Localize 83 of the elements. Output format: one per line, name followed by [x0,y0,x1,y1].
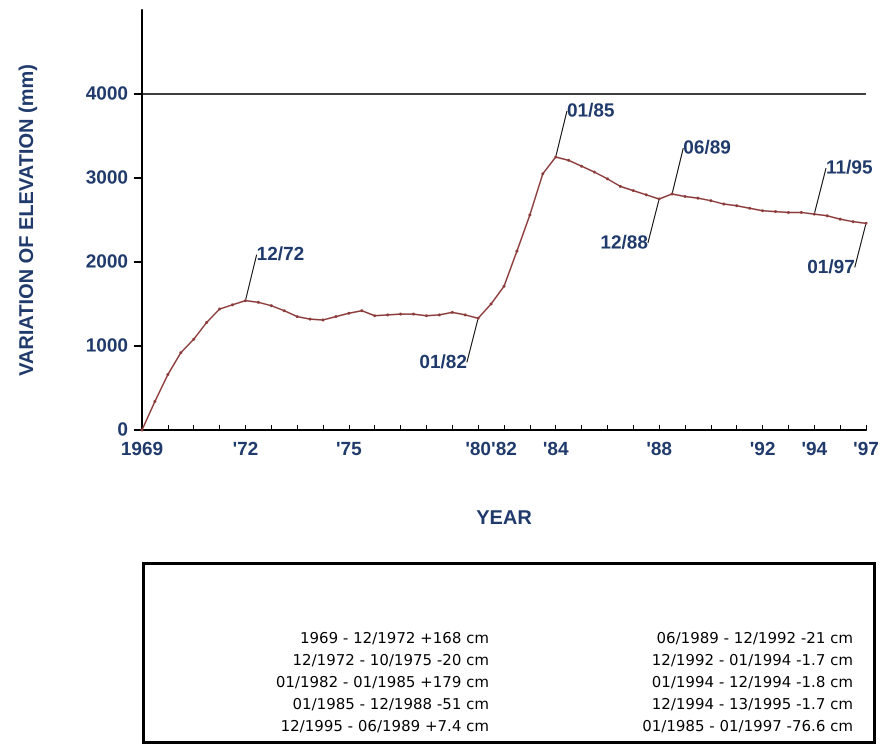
point [231,303,234,306]
point [644,193,648,196]
point [826,214,829,218]
data-label: 01/85 [566,100,615,122]
point [800,210,803,214]
data-label: 12/88 [600,232,648,254]
point [696,196,700,200]
point [205,320,208,324]
point [735,204,738,208]
text: 12/1992 - 01/1994 -1.7 cm [650,651,853,669]
point [632,189,635,192]
text: 12/1994 - 13/1995 -1.7 cm [650,695,853,713]
point [450,310,454,314]
point [373,314,376,318]
point [153,400,156,403]
data-label: 01/97 [807,256,855,278]
point [541,172,544,176]
point [412,312,415,316]
point [786,210,790,214]
point [761,209,764,212]
x-tick-label: '97 [853,439,879,460]
point [658,198,661,200]
data-label: 11/95 [826,158,873,179]
point [438,313,441,316]
y-tick-label: 0 [117,420,128,440]
point [308,318,312,321]
data-label: 01/82 [419,352,467,373]
data-label: 12/72 [256,244,304,266]
x-tick-label: '75 [336,439,362,460]
text: 1969 - 12/1972 +168 cm [298,629,489,647]
x-tick-label: '72 [232,439,258,460]
point [554,156,558,158]
x-tick-label: '94 [801,439,828,460]
x-tick-label: 1969 [120,439,164,460]
point [567,158,570,162]
point [515,250,518,253]
x-axis-title: YEAR [476,507,532,529]
point [502,284,506,288]
point [296,315,299,318]
point [580,164,584,168]
text: 12/1995 - 06/1989 +7.4 cm [280,717,489,735]
point [244,299,247,302]
point [386,313,390,316]
x-tick-label: '80 [465,439,491,460]
point [838,218,842,221]
point [709,199,712,202]
y-tick-label: 3000 [86,168,128,188]
text: 01/1985 - 12/1988 -51 cm [292,695,489,713]
y-axis-title: VARIATION OF ELEVATION (mm) [16,64,38,376]
point [270,304,273,308]
point [852,220,855,224]
y-tick-label: 1000 [86,336,128,356]
point [334,315,338,318]
point [812,212,816,216]
point [399,312,402,316]
x-tick-label: '92 [750,439,776,460]
point [528,213,532,216]
point [593,170,596,174]
text: 01/1982 - 01/1985 +179 cm [274,673,489,691]
point [282,309,286,312]
point [606,177,609,180]
text: 12/1972 - 10/1975 -20 cm [292,651,489,669]
point [192,338,196,341]
point [360,309,364,312]
point [618,184,622,188]
x-tick-label: '84 [542,439,569,460]
point [722,202,726,206]
point [490,302,493,306]
x-tick-label: '88 [646,439,672,460]
data-label: 06/89 [683,137,731,158]
x-tick-label: '82 [491,439,517,460]
text: 06/1989 - 12/1992 -21 cm [656,629,853,647]
point [166,373,170,376]
point [256,300,260,304]
y-tick-label: 2000 [86,252,128,272]
point [424,314,428,318]
text: 01/1985 - 01/1997 -76.6 cm [641,717,853,735]
point [179,351,182,354]
point [464,313,467,316]
y-tick-label: 4000 [86,84,128,104]
point [774,210,777,214]
point [864,222,868,225]
text: 01/1994 - 12/1994 -1.8 cm [650,673,853,691]
